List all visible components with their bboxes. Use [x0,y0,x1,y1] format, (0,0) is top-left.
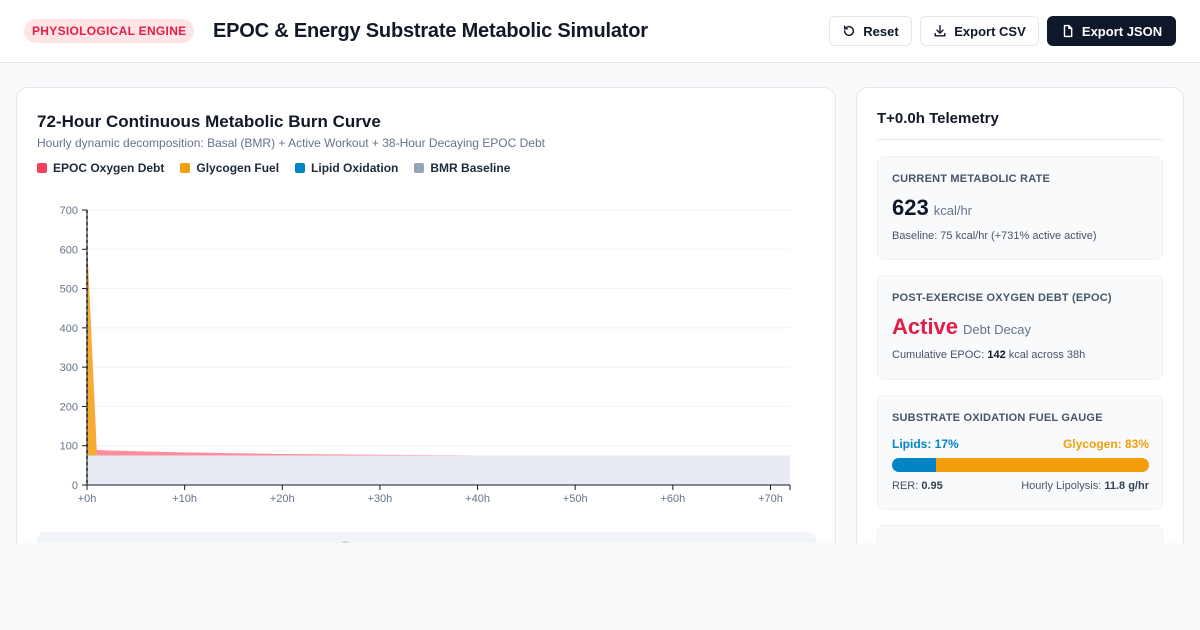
epoc-label: POST-EXERCISE OXYGEN DEBT (EPOC) [892,292,1112,304]
page-title: EPOC & Energy Substrate Metabolic Simula… [213,20,648,42]
baseline-note: Baseline: 75 kcal/hr (+731% active activ… [892,230,1097,242]
y-tick-label: 500 [60,284,78,296]
download-icon [934,25,946,37]
y-tick-label: 400 [60,323,78,335]
metabolic-rate-readout: 623 kcal/hr [892,195,972,221]
rer-label: RER: [892,480,919,492]
page-background [0,543,1200,630]
y-tick-label: 0 [72,480,78,492]
legend-label: Glycogen Fuel [196,161,280,175]
cumulative-epoc-note: Cumulative EPOC: 142 kcal across 38h [892,349,1085,361]
area-bmr-baseline [87,455,790,485]
cumulative-epoc-prefix: Cumulative EPOC: [892,349,985,361]
glycogen-fill [935,458,1149,472]
legend-item[interactable]: EPOC Oxygen Debt [37,161,164,175]
rer-readout: RER: 0.95 [892,480,943,492]
x-tick-label: +50h [563,493,588,505]
x-tick-label: +30h [368,493,393,505]
chart-subtitle: Hourly dynamic decomposition: Basal (BMR… [37,136,545,150]
chart-legend: EPOC Oxygen Debt Glycogen Fuel Lipid Oxida… [37,161,510,175]
cumulative-epoc-suffix: kcal across 38h [1008,349,1086,361]
metabolic-rate-panel: CURRENT METABOLIC RATE 623 kcal/hr Basel… [877,156,1163,260]
fuel-gauge-legend: Lipids: 17% Glycogen: 83% [892,437,1149,451]
reset-icon [844,25,855,37]
lipids-percent: Lipids: 17% [892,437,959,451]
epoc-status: Active [892,314,959,339]
metabolic-rate-unit: kcal/hr [933,203,973,218]
cumulative-epoc-value: 142 [987,349,1006,361]
x-tick-label: +10h [172,493,197,505]
x-tick-label: +70h [758,493,783,505]
x-tick-label: +20h [270,493,295,505]
file-icon [1063,24,1073,38]
y-tick-label: 200 [60,401,78,413]
burn-curve-card: 72-Hour Continuous Metabolic Burn Curve … [16,87,836,562]
export-json-button[interactable]: Export JSON [1047,16,1176,46]
area-epoc-oxygen-debt [87,240,790,456]
legend-item[interactable]: Lipid Oxidation [295,161,398,175]
legend-label: Lipid Oxidation [311,161,399,175]
engine-badge: PHYSIOLOGICAL ENGINE [24,19,195,43]
area-glycogen-fuel [87,240,790,456]
lipolysis-readout: Hourly Lipolysis: 11.8 g/hr [1021,480,1149,492]
epoc-status-row: Active Debt Decay [892,314,1031,340]
legend-swatch [37,163,47,173]
legend-swatch [295,163,306,173]
fuel-gauge-panel: SUBSTRATE OXIDATION FUEL GAUGE Lipids: 1… [877,395,1163,510]
fuel-gauge-label: SUBSTRATE OXIDATION FUEL GAUGE [892,412,1103,424]
rer-value: 0.95 [921,480,943,492]
legend-label: BMR Baseline [430,161,511,175]
telemetry-card: T+0.0h Telemetry CURRENT METABOLIC RATE … [856,87,1184,585]
telemetry-title: T+0.0h Telemetry [877,110,999,127]
x-tick-label: +0h [78,493,97,505]
legend-item[interactable]: Glycogen Fuel [180,161,279,175]
y-tick-label: 700 [60,205,78,217]
legend-swatch [180,163,191,173]
legend-swatch [414,163,425,173]
epoc-status-sub: Debt Decay [963,322,1031,337]
y-tick-label: 100 [60,441,78,453]
y-tick-label: 600 [60,244,78,256]
export-csv-button[interactable]: Export CSV [920,16,1039,46]
y-tick-label: 300 [60,362,78,374]
fuel-gauge-footer: RER: 0.95 Hourly Lipolysis: 11.8 g/hr [892,480,1149,492]
export-json-label: Export JSON [1081,23,1163,39]
lipid-fill [892,458,936,472]
metabolic-rate-label: CURRENT METABOLIC RATE [892,173,1050,185]
metabolic-rate-value: 623 [892,195,929,220]
lipolysis-value: 11.8 g/hr [1104,480,1149,492]
legend-item[interactable]: BMR Baseline [414,161,510,175]
x-tick-label: +40h [465,493,490,505]
burn-curve-chart[interactable]: 0 100 200 300 400 500 600 700 +0h +10h +20h +30h +40… [17,88,835,528]
divider [877,139,1163,140]
epoc-panel: POST-EXERCISE OXYGEN DEBT (EPOC) Active … [877,275,1163,380]
lipolysis-label: Hourly Lipolysis: [1021,480,1102,492]
scrubber-handle[interactable] [341,541,349,545]
chart-title: 72-Hour Continuous Metabolic Burn Curve [37,112,381,131]
reset-button[interactable]: Reset [829,16,912,46]
app-header: PHYSIOLOGICAL ENGINE EPOC & Energy Subst… [0,0,1200,63]
x-tick-label: +60h [660,493,685,505]
legend-label: EPOC Oxygen Debt [53,161,165,175]
fuel-gauge-bar [892,458,1149,472]
reset-label: Reset [863,23,899,39]
export-csv-label: Export CSV [954,23,1026,39]
glycogen-percent: Glycogen: 83% [1062,437,1149,451]
